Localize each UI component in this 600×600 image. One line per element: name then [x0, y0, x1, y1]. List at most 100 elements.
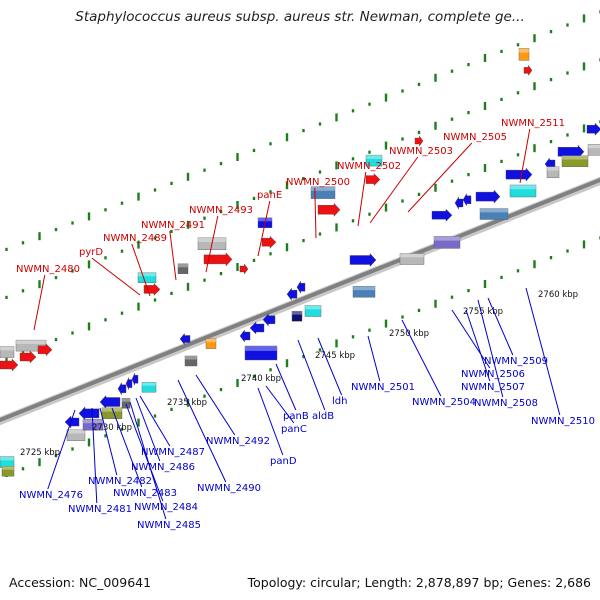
lower-gene-label: NWMN_2507: [461, 382, 525, 393]
scale-tick-label: 2730 kbp: [92, 423, 132, 433]
gene-feature-highlight: [67, 429, 85, 434]
upper-label-leader: [314, 187, 317, 239]
upper-gene-label: NWMN_2503: [389, 146, 453, 157]
upper-gene-label: NWMN_2480: [16, 264, 80, 275]
lower-label-leader: [125, 403, 164, 502]
gene-feature: [546, 166, 560, 178]
lower-gene-label: NWMN_2504: [412, 397, 476, 408]
upper-label-leader: [91, 257, 141, 296]
gene-feature-highlight: [185, 356, 197, 360]
gene-feature: [177, 263, 189, 274]
gene-arrow: [0, 358, 19, 372]
gene-feature: [205, 338, 217, 349]
gene-feature: [304, 305, 322, 317]
gene-feature-highlight: [434, 236, 460, 241]
lower-label-leader: [297, 339, 326, 411]
gene-feature-highlight: [480, 208, 508, 213]
upper-label-leader: [169, 230, 177, 281]
gene-feature-highlight: [2, 466, 14, 470]
gene-feature: [365, 154, 383, 167]
lower-gene-label: NWMN_2490: [197, 483, 261, 494]
upper-gene-label: NWMN_2500: [286, 177, 350, 188]
lower-gene-label: NWMN_2485: [137, 520, 201, 531]
gene-feature-highlight: [366, 155, 382, 159]
gene-feature: [244, 345, 278, 361]
lower-gene-label: NWMN_2486: [131, 462, 195, 473]
gene-feature-highlight: [122, 398, 130, 402]
gene-arrow: [523, 64, 533, 77]
lower-label-leader: [195, 374, 236, 436]
upper-label-leader: [205, 215, 219, 273]
gene-arrow: [586, 122, 600, 136]
lower-label-leader: [401, 319, 442, 397]
lower-label-leader: [257, 387, 284, 456]
lower-gene-label: NWMN_2481: [68, 504, 132, 515]
upper-gene-label: panE: [257, 190, 282, 201]
upper-gene-label: NWMN_2493: [189, 205, 253, 216]
gene-arrow: [19, 350, 37, 364]
upper-label-leader: [357, 171, 367, 227]
upper-label-leader: [369, 156, 419, 224]
lower-gene-label: NWMN_2501: [351, 382, 415, 393]
gene-arrow: [117, 382, 127, 396]
gene-arrow: [262, 313, 276, 327]
scale-tick-label: 2745 kbp: [315, 351, 355, 361]
gene-feature: [137, 272, 157, 283]
lower-gene-label: NWMN_2492: [206, 436, 270, 447]
lower-label-leader: [275, 363, 297, 411]
lower-gene-label: NWMN_2476: [19, 490, 83, 501]
accession-label: Accession: NC_009641: [9, 575, 152, 590]
gene-arrow: [125, 377, 133, 390]
upper-gene-label: NWMN_2489: [103, 233, 167, 244]
scale-tick-label: 2725 kbp: [20, 448, 60, 458]
lower-gene-label: NWMN_2482: [88, 476, 152, 487]
lower-gene-label: NWMN_2508: [474, 398, 538, 409]
lower-label-leader: [177, 379, 227, 483]
gene-feature-highlight: [562, 155, 588, 160]
scale-tick-label: 2755 kbp: [463, 307, 503, 317]
gene-arrow: [505, 167, 533, 182]
gene-feature-highlight: [510, 185, 536, 190]
lower-gene-label: NWMN_2506: [461, 369, 525, 380]
upper-label-leader: [519, 128, 531, 184]
gene-feature-highlight: [588, 144, 600, 149]
gene-feature: [509, 184, 537, 198]
scale-tick-label: 2760 kbp: [538, 290, 578, 300]
lower-label-leader: [91, 407, 98, 504]
gene-feature: [66, 429, 86, 441]
gene-feature: [1, 466, 15, 477]
gene-feature: [141, 382, 157, 393]
gene-feature-highlight: [0, 346, 14, 351]
gene-arrow: [64, 415, 80, 429]
lower-label-leader: [525, 287, 561, 416]
lower-gene-label: NWMN_2487: [141, 447, 205, 458]
lower-gene-label: NWMN_2510: [531, 416, 595, 427]
gene-feature-highlight: [258, 217, 272, 222]
lower-label-leader: [135, 397, 161, 462]
gene-feature: [310, 186, 336, 199]
gene-arrow: [249, 321, 265, 335]
gene-feature-highlight: [311, 186, 335, 191]
gene-arrow: [557, 144, 585, 159]
gene-feature-highlight: [292, 311, 302, 315]
lower-label-leader: [139, 395, 171, 447]
lower-label-leader: [367, 335, 381, 382]
gene-arrow: [261, 235, 277, 249]
gene-arrow: [317, 202, 341, 217]
gene-arrow: [414, 135, 424, 147]
gene-feature-highlight: [245, 346, 277, 351]
gene-feature-highlight: [400, 253, 424, 258]
upper-gene-label: NWMN_2491: [141, 220, 205, 231]
upper-label-leader: [33, 274, 46, 331]
gene-feature-highlight: [353, 286, 375, 291]
lower-gene-label: panC: [281, 424, 307, 435]
gene-arrow: [239, 263, 249, 275]
upper-label-leader: [407, 142, 473, 213]
gene-feature: [291, 311, 303, 322]
gene-feature-highlight: [138, 272, 156, 277]
lower-gene-label: aldB: [312, 411, 334, 422]
lower-gene-label: NWMN_2509: [484, 356, 548, 367]
gene-arrow: [462, 193, 472, 207]
gene-feature: [561, 155, 589, 167]
gene-arrow: [296, 280, 306, 294]
